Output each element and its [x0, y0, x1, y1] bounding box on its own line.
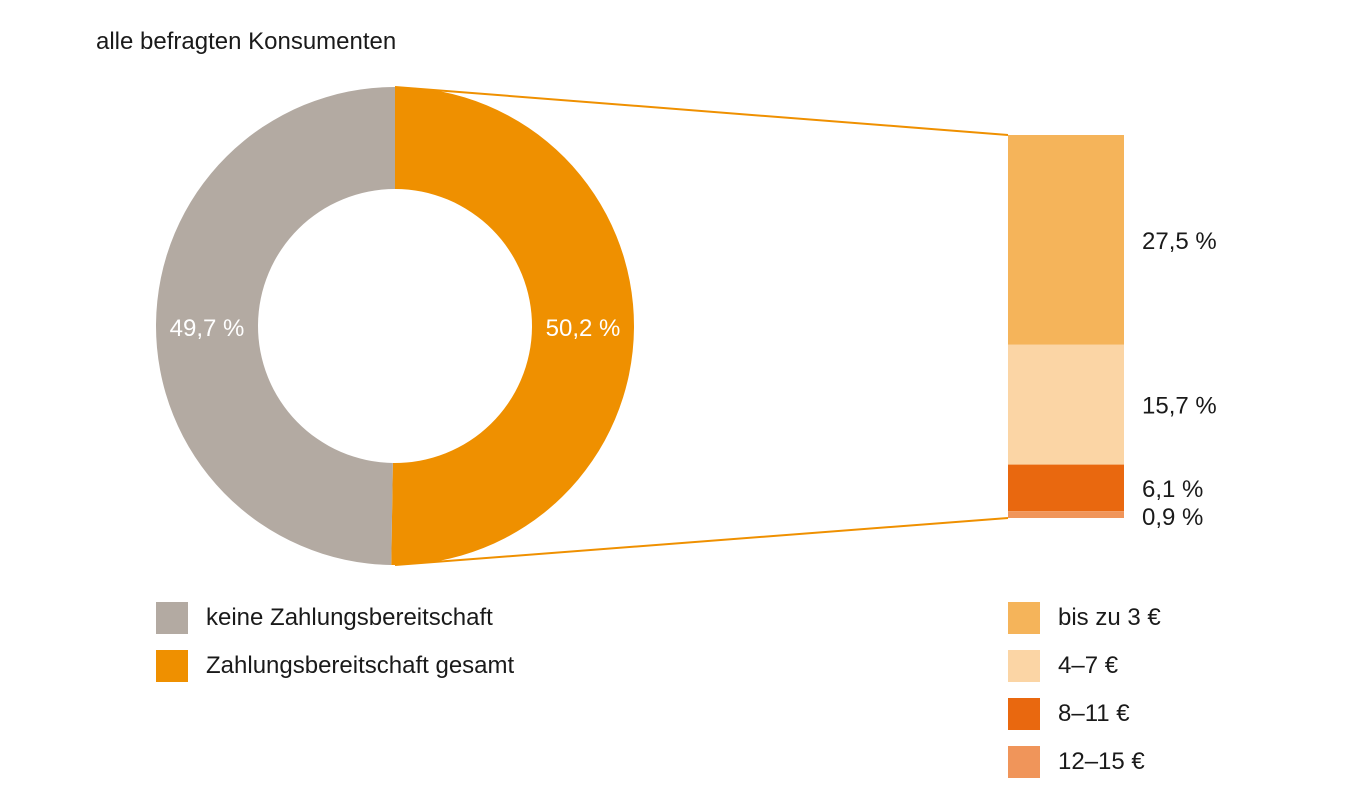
- legend-label: 4–7 €: [1058, 652, 1119, 679]
- bar-segment: [1008, 344, 1124, 465]
- legend-item-8-11: 8–11 €: [1008, 690, 1161, 738]
- donut-label-gesamt: 50,2 %: [546, 315, 621, 342]
- bar-segment-label: 0,9 %: [1142, 504, 1203, 531]
- chart-subtitle: alle befragten Konsumenten: [96, 28, 397, 55]
- legend-swatch: [156, 602, 188, 634]
- legend-swatch: [1008, 746, 1040, 778]
- bar-segment-label: 6,1 %: [1142, 476, 1203, 503]
- legend-label: Zahlungsbereitschaft gesamt: [206, 652, 515, 679]
- donut-label-keine: 49,7 %: [170, 315, 245, 342]
- bar-segment: [1008, 135, 1124, 345]
- bar-segment-label: 15,7 %: [1142, 393, 1217, 420]
- bar-segment: [1008, 511, 1124, 518]
- legend-label: 8–11 €: [1058, 700, 1130, 727]
- legend-item-bis-3: bis zu 3 €: [1008, 594, 1161, 642]
- connector-line-top: [394, 86, 1009, 136]
- legend-item-keine: keine Zahlungsbereitschaft: [156, 594, 514, 642]
- legend-swatch: [1008, 698, 1040, 730]
- legend-swatch: [1008, 602, 1040, 634]
- legend-item-gesamt: Zahlungsbereitschaft gesamt: [156, 642, 514, 690]
- bar-segment: [1008, 464, 1124, 512]
- legend-item-12-15: 12–15 €: [1008, 738, 1161, 786]
- legend-label: bis zu 3 €: [1058, 604, 1161, 631]
- connector-line-bottom: [394, 517, 1009, 566]
- bar-segment-label: 27,5 %: [1142, 228, 1217, 255]
- legend-swatch: [156, 650, 188, 682]
- legend-item-4-7: 4–7 €: [1008, 642, 1161, 690]
- legend-swatch: [1008, 650, 1040, 682]
- donut-legend: keine Zahlungsbereitschaft Zahlungsberei…: [156, 594, 514, 690]
- donut-slice: [391, 87, 635, 565]
- breakdown-legend: bis zu 3 € 4–7 € 8–11 € 12–15 €: [1008, 594, 1161, 786]
- legend-label: 12–15 €: [1058, 748, 1145, 775]
- donut-slice: [156, 87, 395, 565]
- legend-label: keine Zahlungsbereitschaft: [206, 604, 493, 631]
